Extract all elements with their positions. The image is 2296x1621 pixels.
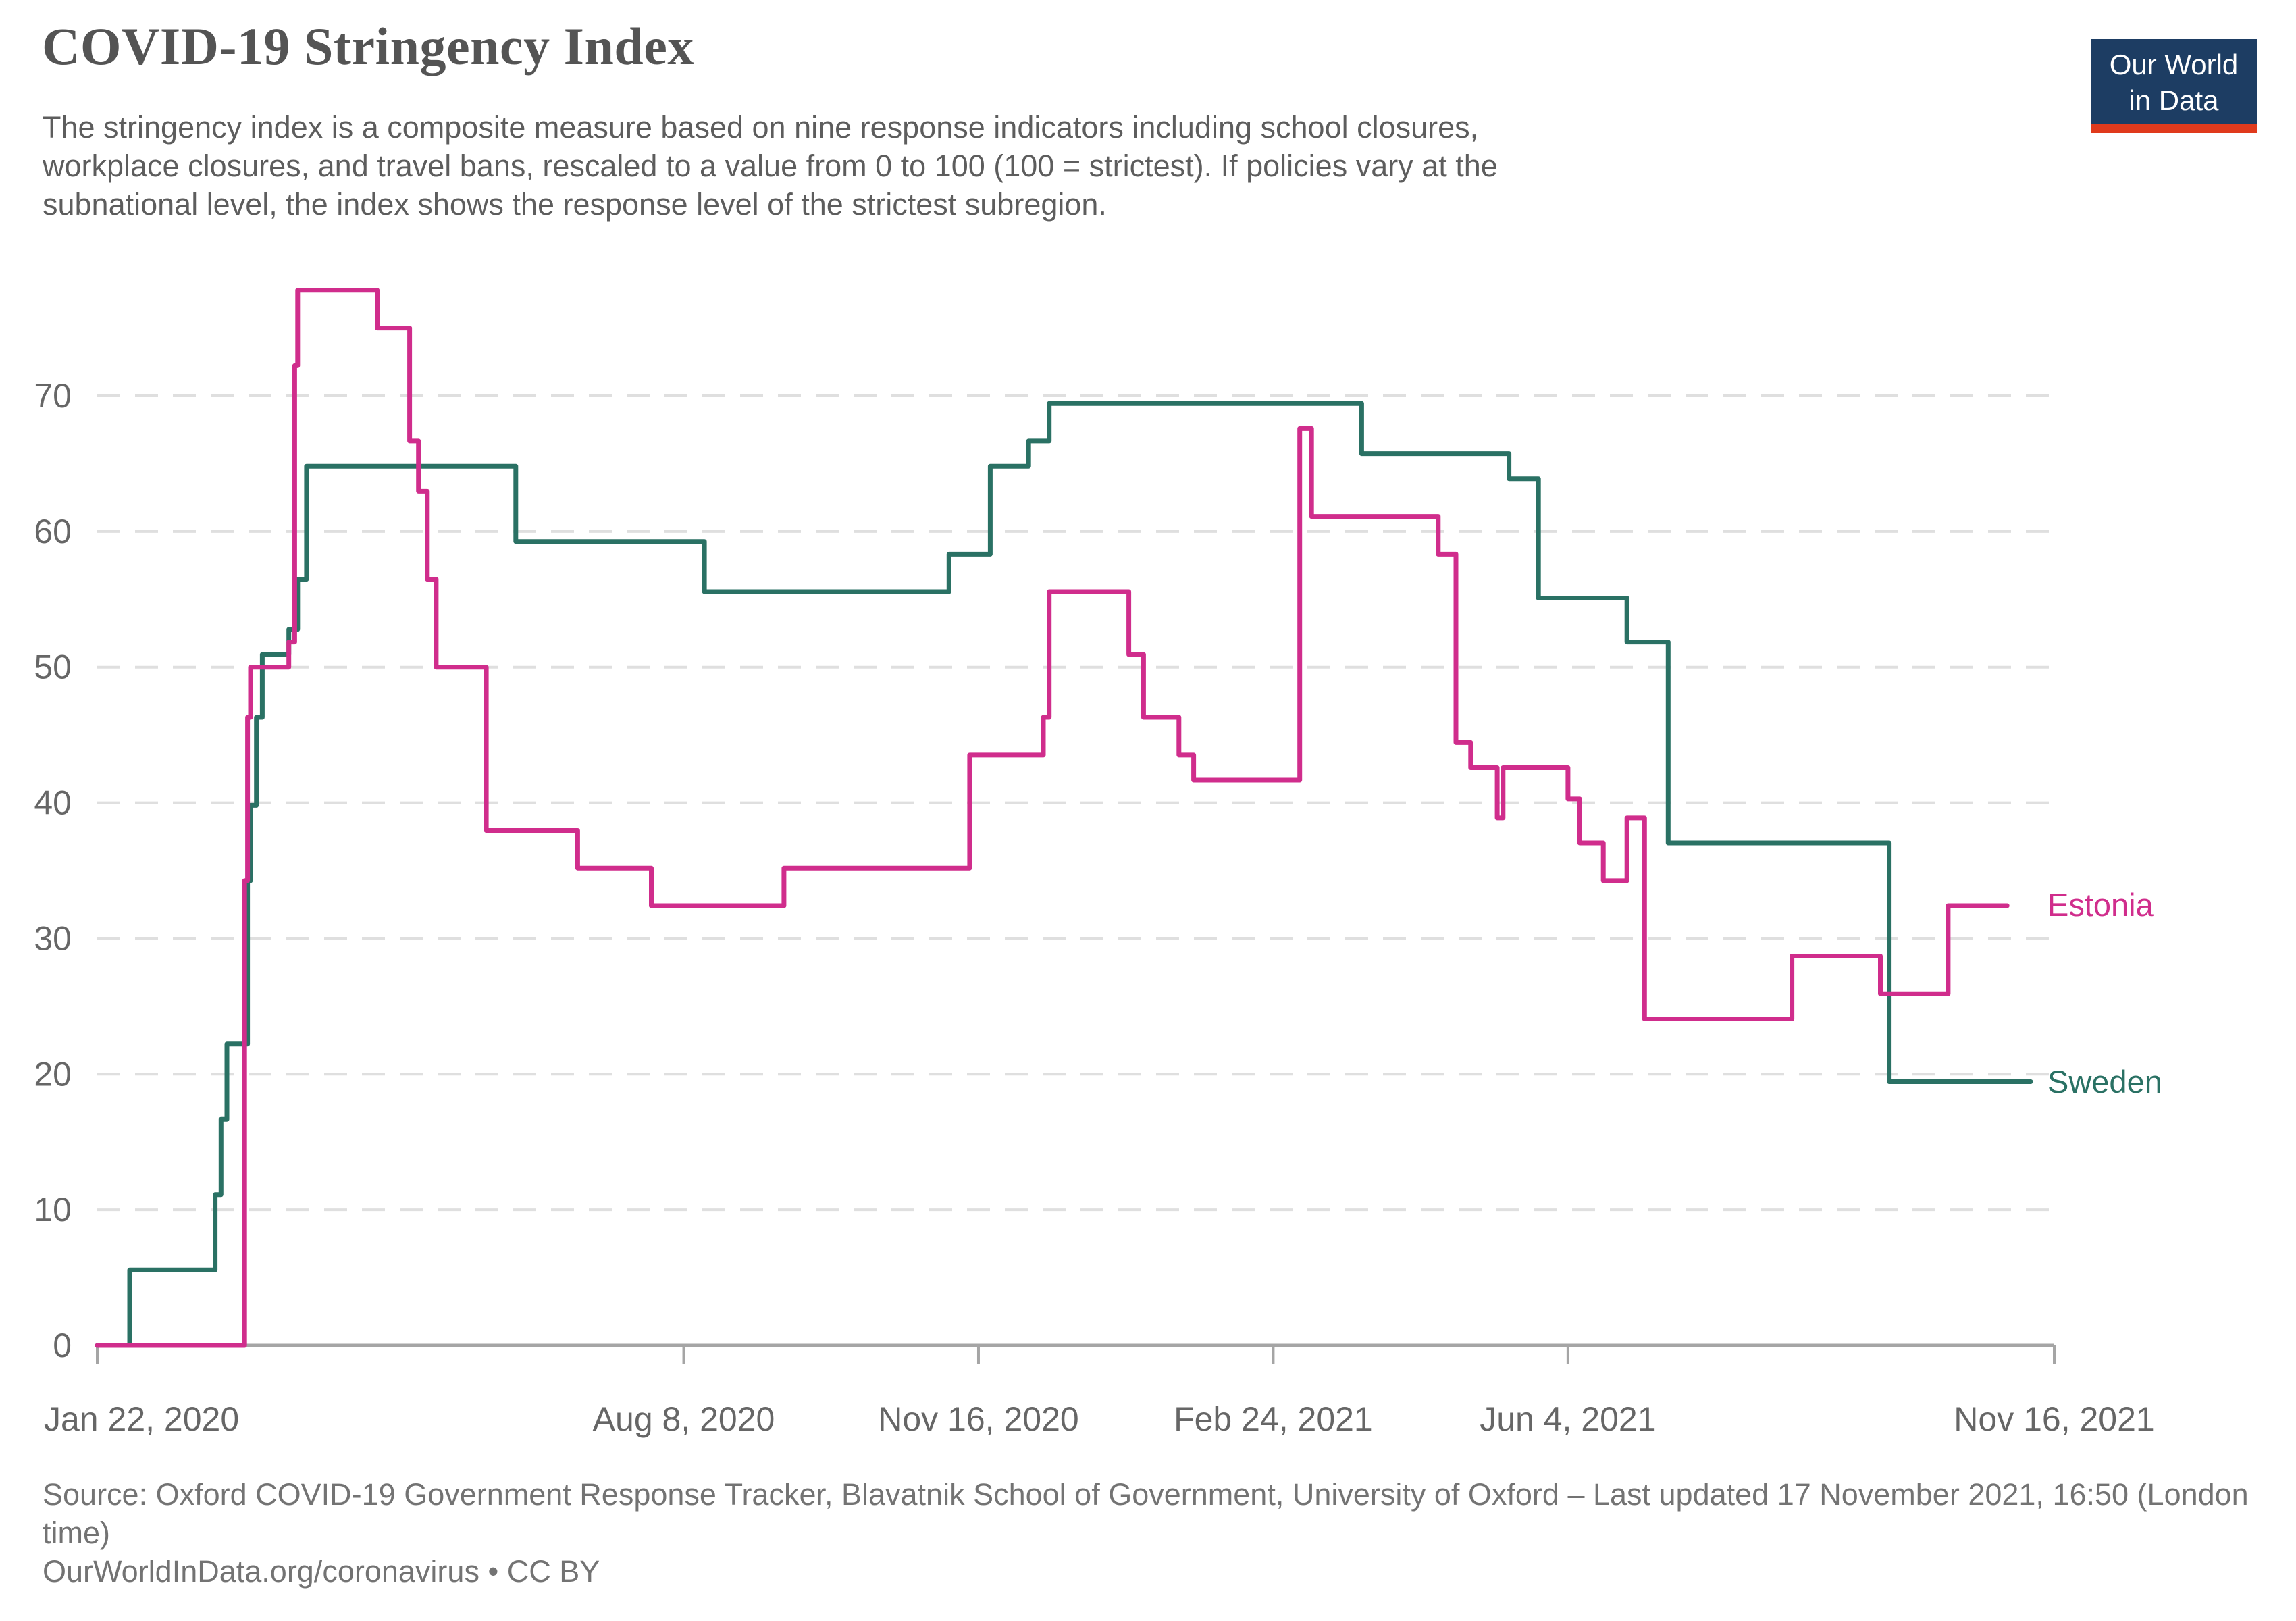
y-axis-tick-label: 10 <box>34 1191 72 1229</box>
chart-subtitle: The stringency index is a composite meas… <box>43 108 1498 224</box>
x-axis-tick-label: Jun 4, 2021 <box>1480 1400 1656 1438</box>
y-axis-tick-label: 70 <box>34 377 72 415</box>
subtitle-line-1: The stringency index is a composite meas… <box>43 110 1479 145</box>
y-axis-tick-label: 40 <box>34 784 72 822</box>
owid-logo-line-1: Our World <box>2109 49 2239 80</box>
y-axis-tick-label: 30 <box>34 919 72 957</box>
x-axis-tick-label: Aug 8, 2020 <box>593 1400 775 1438</box>
subtitle-line-3: subnational level, the index shows the r… <box>43 187 1107 222</box>
license-line: OurWorldInData.org/coronavirus • CC BY <box>43 1554 600 1589</box>
owid-logo: Our World in Data <box>2091 39 2257 133</box>
x-axis-tick-label: Feb 24, 2021 <box>1174 1400 1373 1438</box>
x-axis-tick-label: Nov 16, 2020 <box>878 1400 1078 1438</box>
y-axis-tick-label: 0 <box>53 1327 72 1364</box>
source-note: Source: Oxford COVID-19 Government Respo… <box>43 1477 2249 1550</box>
x-axis-tick-label: Nov 16, 2021 <box>1954 1400 2154 1438</box>
y-axis-tick-label: 60 <box>34 513 72 550</box>
series-line-estonia <box>95 288 2010 1348</box>
owid-logo-line-2: in Data <box>2129 84 2219 116</box>
legend-label-estonia: Estonia <box>2047 887 2154 923</box>
chart-footer: Source: Oxford COVID-19 Government Respo… <box>43 1475 2271 1591</box>
y-axis-tick-label: 20 <box>34 1055 72 1093</box>
subtitle-line-2: workplace closures, and travel bans, res… <box>43 149 1498 183</box>
series-line-sweden <box>95 401 2033 1348</box>
y-axis-tick-label: 50 <box>34 648 72 686</box>
page-title: COVID-19 Stringency Index <box>42 17 694 76</box>
x-axis-tick-label: Jan 22, 2020 <box>44 1400 239 1438</box>
legend-label-sweden: Sweden <box>2047 1064 2162 1100</box>
